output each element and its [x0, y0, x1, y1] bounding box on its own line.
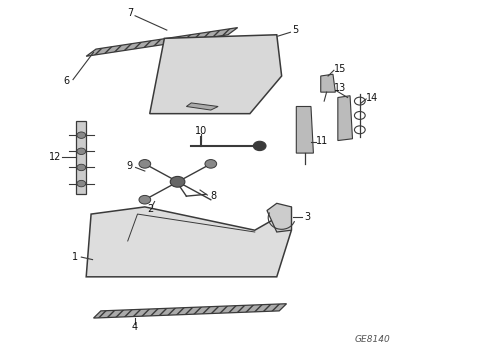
Polygon shape: [94, 304, 287, 318]
Polygon shape: [267, 203, 292, 232]
Text: 14: 14: [366, 93, 378, 103]
Polygon shape: [86, 207, 292, 277]
Text: 8: 8: [210, 191, 216, 201]
Polygon shape: [186, 103, 218, 110]
Text: 1: 1: [72, 252, 78, 262]
Circle shape: [77, 180, 86, 187]
Text: 12: 12: [49, 152, 62, 162]
Text: 15: 15: [334, 64, 346, 74]
Polygon shape: [150, 35, 282, 114]
Text: 13: 13: [334, 83, 346, 93]
Circle shape: [170, 176, 185, 187]
Text: 7: 7: [127, 8, 133, 18]
Text: 4: 4: [132, 322, 138, 332]
Circle shape: [139, 159, 151, 168]
Circle shape: [77, 132, 86, 138]
Text: 10: 10: [195, 126, 207, 135]
Text: 2: 2: [147, 204, 153, 215]
Circle shape: [205, 159, 217, 168]
Circle shape: [77, 148, 86, 154]
Polygon shape: [296, 107, 314, 153]
Text: 11: 11: [316, 136, 328, 146]
Text: 5: 5: [292, 25, 298, 35]
Polygon shape: [76, 121, 86, 194]
Polygon shape: [86, 28, 238, 56]
Polygon shape: [338, 96, 352, 140]
Text: 3: 3: [304, 212, 311, 222]
Text: GE8140: GE8140: [354, 335, 390, 344]
Circle shape: [139, 195, 151, 204]
Circle shape: [171, 177, 182, 186]
Text: 9: 9: [126, 161, 133, 171]
Polygon shape: [321, 74, 335, 92]
Text: 6: 6: [64, 76, 70, 86]
Circle shape: [253, 141, 266, 150]
Circle shape: [77, 164, 86, 171]
